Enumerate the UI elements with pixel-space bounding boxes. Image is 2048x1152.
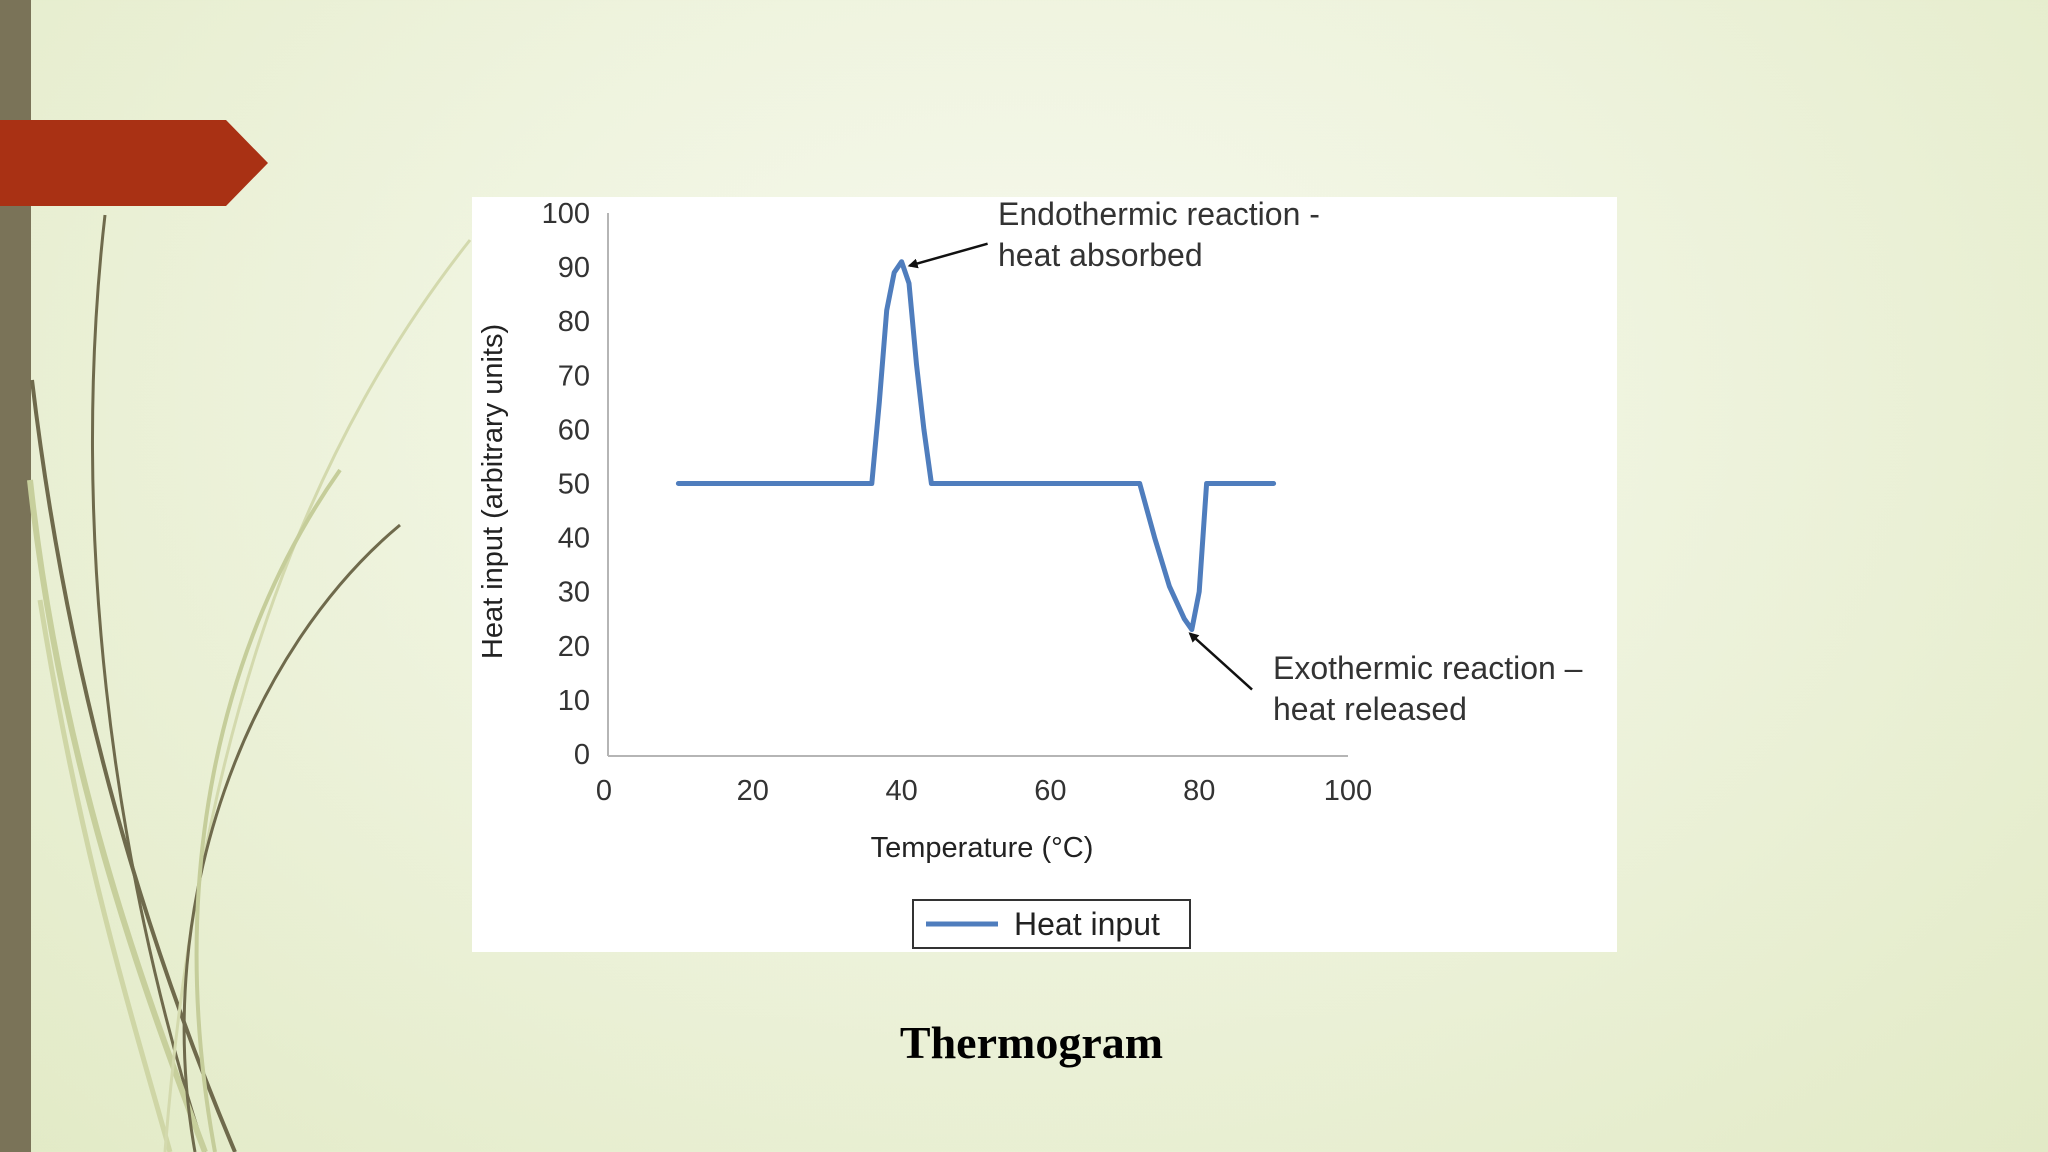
x-tick-label: 80 bbox=[1183, 775, 1215, 807]
chart-panel: 0 10 20 30 40 50 60 70 80 90 100 0 20 40 60 80 100 Heat… bbox=[472, 197, 1617, 952]
y-axis-ticks: 0 10 20 30 40 50 60 70 80 90 100 bbox=[542, 198, 590, 771]
annotation-endothermic: Endothermic reaction - heat absorbed bbox=[907, 197, 1320, 273]
x-axis-ticks: 0 20 40 60 80 100 bbox=[596, 775, 1372, 807]
annotation-exothermic: Exothermic reaction – heat released bbox=[1188, 632, 1583, 727]
annotation-endothermic-line2: heat absorbed bbox=[998, 237, 1203, 273]
x-tick-label: 60 bbox=[1034, 775, 1066, 807]
annotation-exothermic-line1: Exothermic reaction – bbox=[1273, 650, 1583, 686]
x-tick-label: 20 bbox=[737, 775, 769, 807]
arrow-endothermic bbox=[907, 242, 988, 269]
series-line-heat-input bbox=[675, 259, 1277, 633]
y-tick-label: 20 bbox=[558, 631, 590, 663]
x-tick-label: 100 bbox=[1324, 775, 1372, 807]
annotation-exothermic-line2: heat released bbox=[1273, 691, 1467, 727]
y-tick-label: 100 bbox=[542, 198, 590, 230]
x-tick-label: 40 bbox=[885, 775, 917, 807]
legend-label-heat-input: Heat input bbox=[1014, 906, 1160, 942]
x-tick-label: 0 bbox=[596, 775, 612, 807]
y-tick-label: 80 bbox=[558, 306, 590, 338]
decorative-swooshes bbox=[27, 214, 472, 1152]
title-ribbon bbox=[0, 120, 268, 206]
y-tick-label: 10 bbox=[558, 685, 590, 717]
y-tick-label: 90 bbox=[558, 252, 590, 284]
y-tick-label: 70 bbox=[558, 360, 590, 392]
legend: Heat input bbox=[912, 899, 1191, 949]
y-tick-label: 40 bbox=[558, 523, 590, 555]
y-tick-label: 30 bbox=[558, 577, 590, 609]
annotation-endothermic-line1: Endothermic reaction - bbox=[998, 197, 1320, 232]
slide-caption: Thermogram bbox=[899, 1017, 1164, 1068]
y-axis-title: Heat input (arbitrary units) bbox=[477, 324, 509, 659]
arrow-exothermic bbox=[1188, 632, 1253, 691]
x-axis-title: Temperature (°C) bbox=[871, 832, 1094, 864]
y-tick-label: 0 bbox=[574, 739, 590, 771]
y-tick-label: 60 bbox=[558, 414, 590, 446]
y-tick-label: 50 bbox=[558, 469, 590, 501]
thermogram-chart: 0 10 20 30 40 50 60 70 80 90 100 0 20 40 60 80 100 Heat… bbox=[477, 197, 1583, 949]
